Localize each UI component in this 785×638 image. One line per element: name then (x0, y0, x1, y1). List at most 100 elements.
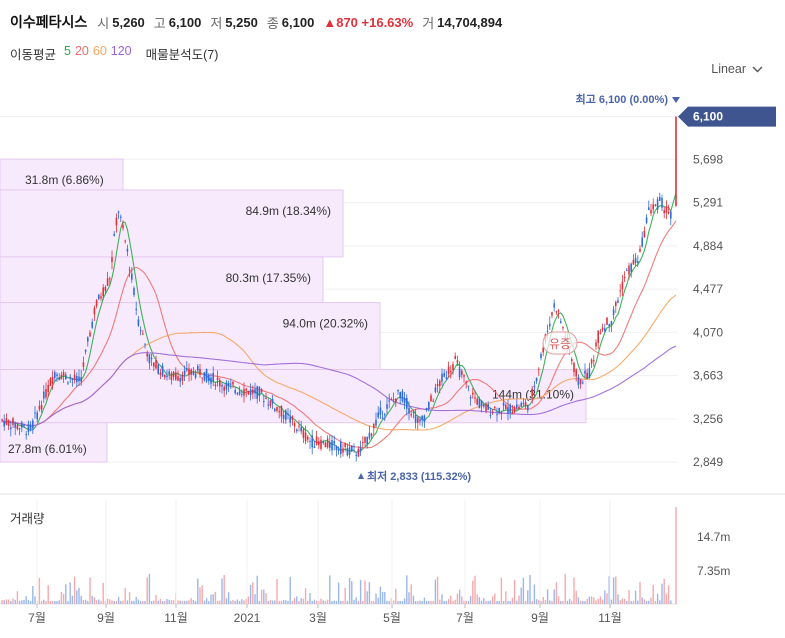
volume-bar (236, 599, 239, 604)
volume-bar (654, 601, 657, 604)
candle (150, 353, 153, 366)
candle (133, 286, 135, 297)
candle-body (634, 257, 637, 263)
candle-body (485, 403, 487, 412)
candle-body (276, 406, 278, 411)
volume-bar (269, 600, 272, 604)
candle-body (197, 365, 199, 371)
volume-bar (478, 597, 481, 604)
volume-bar (227, 592, 230, 604)
candle-body (535, 377, 538, 382)
volume-bar (538, 600, 540, 604)
candle-body (549, 323, 551, 327)
ma120-label[interactable]: 120 (110, 44, 132, 58)
candle-body (608, 324, 610, 327)
volume-bar (172, 600, 175, 604)
candle-body (353, 446, 355, 448)
ma5-label[interactable]: 5 (64, 44, 71, 58)
volume-profile-bar (0, 422, 108, 463)
volume-bar (408, 592, 410, 604)
volume-bar (527, 590, 529, 604)
candle (366, 436, 368, 449)
candle (551, 311, 553, 319)
candle-body (18, 428, 21, 430)
candle-body (58, 377, 60, 380)
volume-bar (670, 600, 672, 604)
candle-body (62, 372, 65, 376)
candle (106, 271, 109, 287)
candle (331, 434, 333, 456)
volume-bar (289, 576, 291, 604)
candle-body (588, 368, 591, 378)
volume-bar (43, 599, 45, 604)
volume-bar (12, 598, 14, 604)
ma60-label[interactable]: 60 (92, 44, 107, 58)
volume-bar (102, 582, 104, 604)
volume-bar (27, 600, 30, 604)
candle (560, 318, 562, 324)
volume-bar (656, 593, 659, 604)
candle (144, 343, 146, 349)
volume-bar (329, 575, 331, 604)
candle (164, 374, 166, 380)
volume-bar (474, 575, 476, 604)
volume-tick-label: 7.35m (697, 564, 730, 578)
volume-bar (562, 600, 564, 604)
volume-bar (241, 599, 243, 604)
candle (69, 374, 71, 383)
candle (291, 415, 294, 426)
candle-body (557, 310, 560, 312)
volume-bar (128, 592, 131, 604)
candle (124, 239, 126, 244)
volume-bar (535, 599, 538, 604)
volume-bar (502, 601, 505, 604)
volume-bar (18, 600, 21, 604)
volume-bar (93, 597, 96, 604)
volume-bar (342, 600, 344, 604)
candle-body (472, 392, 474, 395)
volume-bar (643, 599, 646, 604)
candle-body (467, 385, 470, 387)
volume-label: 거 (422, 15, 435, 31)
volume-profile-label: 27.8m (6.01%) (8, 442, 87, 456)
candle (126, 244, 129, 257)
ma20-label[interactable]: 20 (74, 44, 89, 58)
candle (249, 383, 252, 401)
x-tick-label: 5월 (383, 611, 401, 625)
x-tick-label: 11월 (598, 611, 622, 625)
candle (458, 361, 461, 381)
volume-bar (634, 590, 637, 604)
ma-title[interactable]: 이동평균 (10, 48, 57, 62)
volume-bar (32, 585, 34, 604)
candle-body (155, 360, 157, 369)
candle-body (542, 347, 544, 353)
candle (386, 397, 388, 415)
volume-bar (124, 588, 126, 604)
volume-bar (87, 601, 89, 604)
candle (540, 352, 542, 361)
candle-body (175, 372, 177, 380)
volume-bar (115, 600, 118, 604)
candle (628, 262, 630, 280)
candle-body (298, 425, 300, 427)
candle-body (392, 399, 395, 401)
candle (549, 316, 551, 330)
candle-body (408, 407, 410, 414)
volume-bar (293, 598, 296, 604)
candle (309, 437, 311, 449)
volume-bar (434, 579, 437, 604)
candle (10, 420, 12, 437)
candle-body (21, 422, 23, 428)
ma120-line (1, 345, 677, 427)
candle-body (456, 360, 459, 363)
candle (476, 396, 478, 406)
scale-dropdown[interactable]: Linear (711, 62, 763, 76)
volume-bar (483, 597, 485, 604)
candle (289, 409, 291, 428)
candle-body (623, 276, 626, 278)
candle (623, 271, 626, 282)
candle (384, 412, 386, 422)
volume-bar (346, 600, 349, 604)
volume-profile-label[interactable]: 매물분석도(7) (145, 48, 219, 62)
